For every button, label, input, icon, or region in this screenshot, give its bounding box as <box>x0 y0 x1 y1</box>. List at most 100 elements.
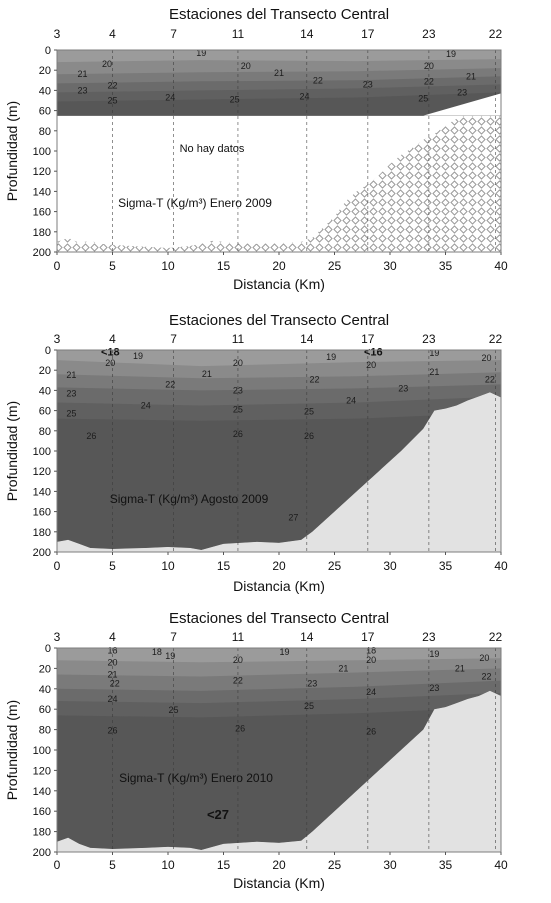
contour-label: 22 <box>233 676 243 686</box>
contour-label: 23 <box>457 87 467 97</box>
x-tick-label: 40 <box>494 259 508 273</box>
contour-label: 25 <box>233 405 243 415</box>
x-tick-label: 15 <box>217 559 231 573</box>
station-label: 3 <box>54 332 61 346</box>
seabed-area <box>57 93 501 252</box>
y-tick-label: 60 <box>39 106 51 118</box>
x-tick-label: 10 <box>161 259 175 273</box>
station-label: 22 <box>489 332 503 346</box>
x-axis-label: Distancia (Km) <box>233 875 325 891</box>
contour-label: 21 <box>66 370 76 380</box>
y-axis-label: Profundidad (m) <box>4 401 20 501</box>
station-label: 17 <box>361 27 375 41</box>
x-tick-label: 15 <box>217 858 231 872</box>
chart-panel-2: <18 19 20 20 21 21 22 22 23 23 24 24 25 25 25 26 26 26 27 1… <box>4 312 508 594</box>
station-label: 23 <box>422 630 436 644</box>
station-label: 3 <box>54 630 61 644</box>
plot-area <box>57 350 501 552</box>
y-tick-label: 180 <box>33 827 51 839</box>
x-tick-label: 5 <box>109 259 116 273</box>
contour-label: 19 <box>326 352 336 362</box>
x-tick-label: 40 <box>494 858 508 872</box>
y-tick-label: 120 <box>33 765 51 777</box>
y-tick-label: 100 <box>33 745 51 757</box>
x-tick-label: 20 <box>272 559 286 573</box>
contour-label: 19 <box>429 348 439 358</box>
contour-label: 21 <box>466 71 476 81</box>
y-tick-label: 0 <box>45 45 51 57</box>
y-tick-label: 80 <box>39 126 51 138</box>
y-tick-label: 60 <box>39 704 51 716</box>
contour-label: 18 <box>366 646 376 656</box>
contour-label: 22 <box>310 374 320 384</box>
station-label: 14 <box>300 27 314 41</box>
contour-label: 19 <box>165 651 175 661</box>
y-tick-label: 80 <box>39 725 51 737</box>
contour-label: 26 <box>304 431 314 441</box>
contour-label: 21 <box>202 369 212 379</box>
station-label: 22 <box>489 27 503 41</box>
y-tick-label: 0 <box>45 643 51 655</box>
x-tick-label: 20 <box>272 259 286 273</box>
sigma-t-annotation: Sigma-T (Kg/m³) Enero 2010 <box>119 771 273 785</box>
contour-label: 27 <box>288 513 298 523</box>
contour-label: 19 <box>446 49 456 59</box>
x-tick-label: 0 <box>54 858 61 872</box>
station-label: 11 <box>232 27 245 41</box>
contour-label: 21 <box>107 670 117 680</box>
data-boundary <box>423 93 501 116</box>
contour-label: 25 <box>304 701 314 711</box>
contour-label: 24 <box>346 395 356 405</box>
contour-label: 21 <box>429 367 439 377</box>
contour-label: 22 <box>485 374 495 384</box>
contour-label: 20 <box>233 358 243 368</box>
contour-label: 26 <box>86 431 96 441</box>
contour-label: 19 <box>133 351 143 361</box>
contour-label: 21 <box>274 68 284 78</box>
contour-label: 25 <box>230 94 240 104</box>
x-tick-label: 25 <box>328 858 342 872</box>
x-tick-label: 10 <box>161 559 175 573</box>
station-label: 22 <box>489 630 503 644</box>
y-tick-label: 120 <box>33 466 51 478</box>
y-tick-label: 140 <box>33 786 51 798</box>
station-label: 14 <box>300 630 314 644</box>
contour-label: 22 <box>110 679 120 689</box>
y-tick-label: 160 <box>33 507 51 519</box>
x-tick-label: 30 <box>383 259 397 273</box>
x-tick-label: 25 <box>328 259 342 273</box>
contour-label: 18 <box>152 647 162 657</box>
contour-label: 25 <box>418 93 428 103</box>
sigma-t-annotation: Sigma-T (Kg/m³) Agosto 2009 <box>110 492 269 506</box>
contour-label: 24 <box>165 92 175 102</box>
x-tick-label: 20 <box>272 858 286 872</box>
contour-label: 20 <box>241 61 251 71</box>
contour-label: 23 <box>429 683 439 693</box>
station-label: 11 <box>232 332 245 346</box>
y-tick-label: 120 <box>33 166 51 178</box>
station-label: 7 <box>170 332 177 346</box>
x-tick-label: 30 <box>383 858 397 872</box>
contour-label: 25 <box>66 409 76 419</box>
density-band <box>57 92 501 116</box>
contour-label: 23 <box>78 85 88 95</box>
contour-label: 24 <box>300 91 310 101</box>
x-tick-label: 35 <box>439 259 453 273</box>
contour-label: 20 <box>482 353 492 363</box>
seabed-area <box>57 690 501 852</box>
chart-title: Estaciones del Transecto Central <box>169 6 389 23</box>
contour-label: 24 <box>366 687 376 697</box>
plot-area <box>57 648 501 852</box>
y-tick-label: 180 <box>33 527 51 539</box>
contour-label: 18 <box>107 646 117 656</box>
y-tick-label: 20 <box>39 663 51 675</box>
station-label: 14 <box>300 332 314 346</box>
x-tick-label: 5 <box>109 559 116 573</box>
contour-label: 19 <box>280 647 290 657</box>
contour-label: 25 <box>107 95 117 105</box>
contour-label: 21 <box>78 69 88 79</box>
station-label: 7 <box>170 630 177 644</box>
contour-label: 20 <box>366 655 376 665</box>
contour-label: 20 <box>107 657 117 667</box>
